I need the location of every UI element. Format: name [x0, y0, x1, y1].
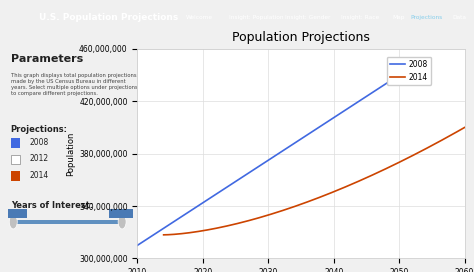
Bar	[10, 155, 20, 164]
2008	[383, 82, 389, 85]
Text: Insight: Gender: Insight: Gender	[285, 15, 331, 20]
Circle shape	[118, 215, 126, 229]
Text: Insight: Race: Insight: Race	[341, 15, 379, 20]
Bar	[10, 171, 20, 181]
Text: U.S. Population Projections: U.S. Population Projections	[39, 13, 179, 22]
Bar	[8, 209, 27, 218]
2008	[183, 212, 189, 215]
2014	[179, 232, 184, 235]
Text: 2011: 2011	[11, 210, 24, 215]
2014	[436, 140, 442, 143]
Bar	[10, 138, 20, 148]
Text: Map: Map	[392, 15, 404, 20]
Text: 2008: 2008	[29, 138, 48, 147]
2014	[173, 233, 179, 236]
Text: Insight: Population: Insight: Population	[229, 15, 283, 20]
Bar	[109, 209, 133, 218]
Text: Years of Interest:: Years of Interest:	[10, 201, 93, 210]
2008	[396, 73, 402, 77]
2008	[204, 198, 210, 202]
Y-axis label: Population: Population	[66, 131, 75, 176]
2008	[145, 237, 151, 240]
2008	[150, 233, 156, 237]
Bar	[10, 220, 122, 224]
Title: Population Projections: Population Projections	[232, 31, 370, 44]
Line: 2014: 2014	[164, 128, 465, 235]
Legend: 2008, 2014: 2008, 2014	[387, 57, 431, 85]
Text: This graph displays total population projections
made by the US Census Bureau in: This graph displays total population pro…	[10, 73, 137, 96]
2014	[462, 126, 467, 129]
2014	[217, 226, 222, 229]
Text: Welcome: Welcome	[185, 15, 213, 20]
Text: Parameters: Parameters	[10, 54, 83, 64]
2014	[241, 220, 246, 224]
Text: 2014: 2014	[29, 171, 48, 180]
Text: Projections:: Projections:	[10, 125, 68, 134]
Text: Projections: Projections	[410, 15, 443, 20]
2014	[161, 233, 166, 236]
Text: 2012: 2012	[29, 154, 48, 163]
Text: Data: Data	[453, 15, 467, 20]
2008	[374, 88, 380, 91]
Circle shape	[9, 215, 17, 229]
2008	[135, 244, 140, 247]
Line: 2008: 2008	[137, 75, 399, 245]
Text: 2060: 2060	[115, 210, 127, 215]
2014	[447, 134, 452, 138]
